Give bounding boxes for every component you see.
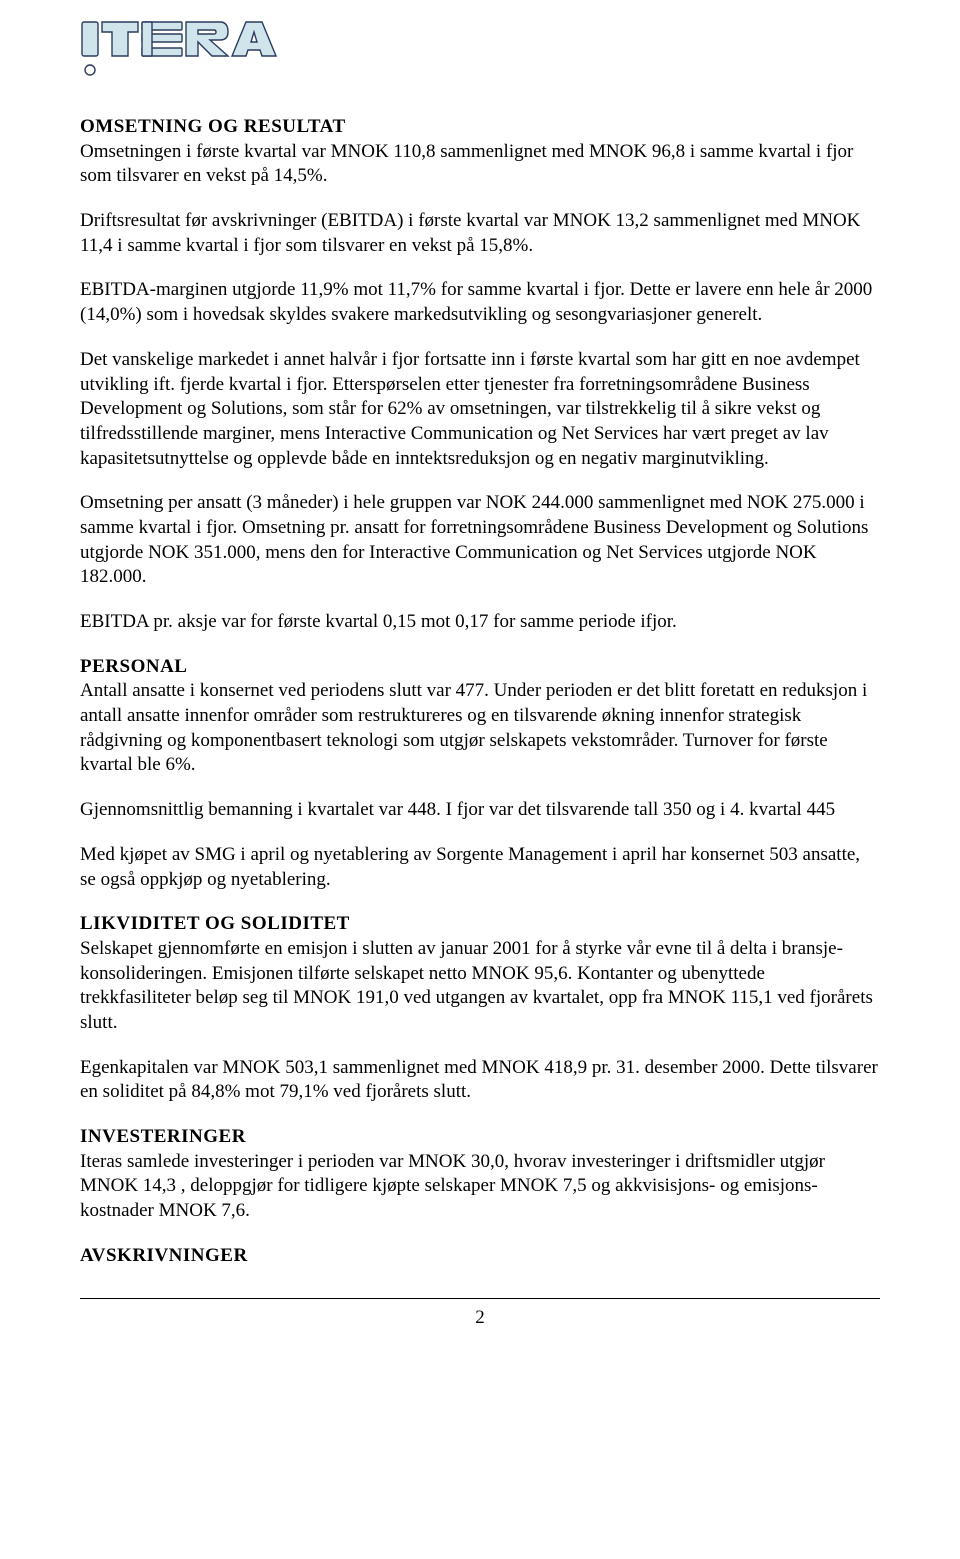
document-page: OMSETNING OG RESULTAT Omsetningen i førs…: [0, 0, 960, 1359]
heading-personal: PERSONAL: [80, 655, 880, 680]
body-text: Antall ansatte i konsernet ved periodens…: [80, 679, 880, 778]
body-text: Driftsresultat før avskrivninger (EBITDA…: [80, 209, 880, 258]
body-text: Omsetning per ansatt (3 måneder) i hele …: [80, 491, 880, 590]
footer-divider: [80, 1298, 880, 1299]
heading-likviditet: LIKVIDITET OG SOLIDITET: [80, 912, 880, 937]
page-number: 2: [80, 1307, 880, 1329]
heading-avskrivninger: AVSKRIVNINGER: [80, 1244, 880, 1269]
body-text: EBITDA pr. aksje var for første kvartal …: [80, 610, 880, 635]
company-logo: [80, 20, 880, 85]
body-text: Det vanskelige markedet i annet halvår i…: [80, 348, 880, 471]
body-text: Gjennomsnittlig bemanning i kvartalet va…: [80, 798, 880, 823]
body-text: Iteras samlede investeringer i perioden …: [80, 1150, 880, 1224]
body-text: Egenkapitalen var MNOK 503,1 sammenligne…: [80, 1056, 880, 1105]
heading-investeringer: INVESTERINGER: [80, 1125, 880, 1150]
body-text: Med kjøpet av SMG i april og nyetablerin…: [80, 843, 880, 892]
body-text: Selskapet gjennomførte en emisjon i slut…: [80, 937, 880, 1036]
body-text: EBITDA-marginen utgjorde 11,9% mot 11,7%…: [80, 278, 880, 327]
heading-omsetning: OMSETNING OG RESULTAT: [80, 115, 880, 140]
body-text: Omsetningen i første kvartal var MNOK 11…: [80, 140, 880, 189]
